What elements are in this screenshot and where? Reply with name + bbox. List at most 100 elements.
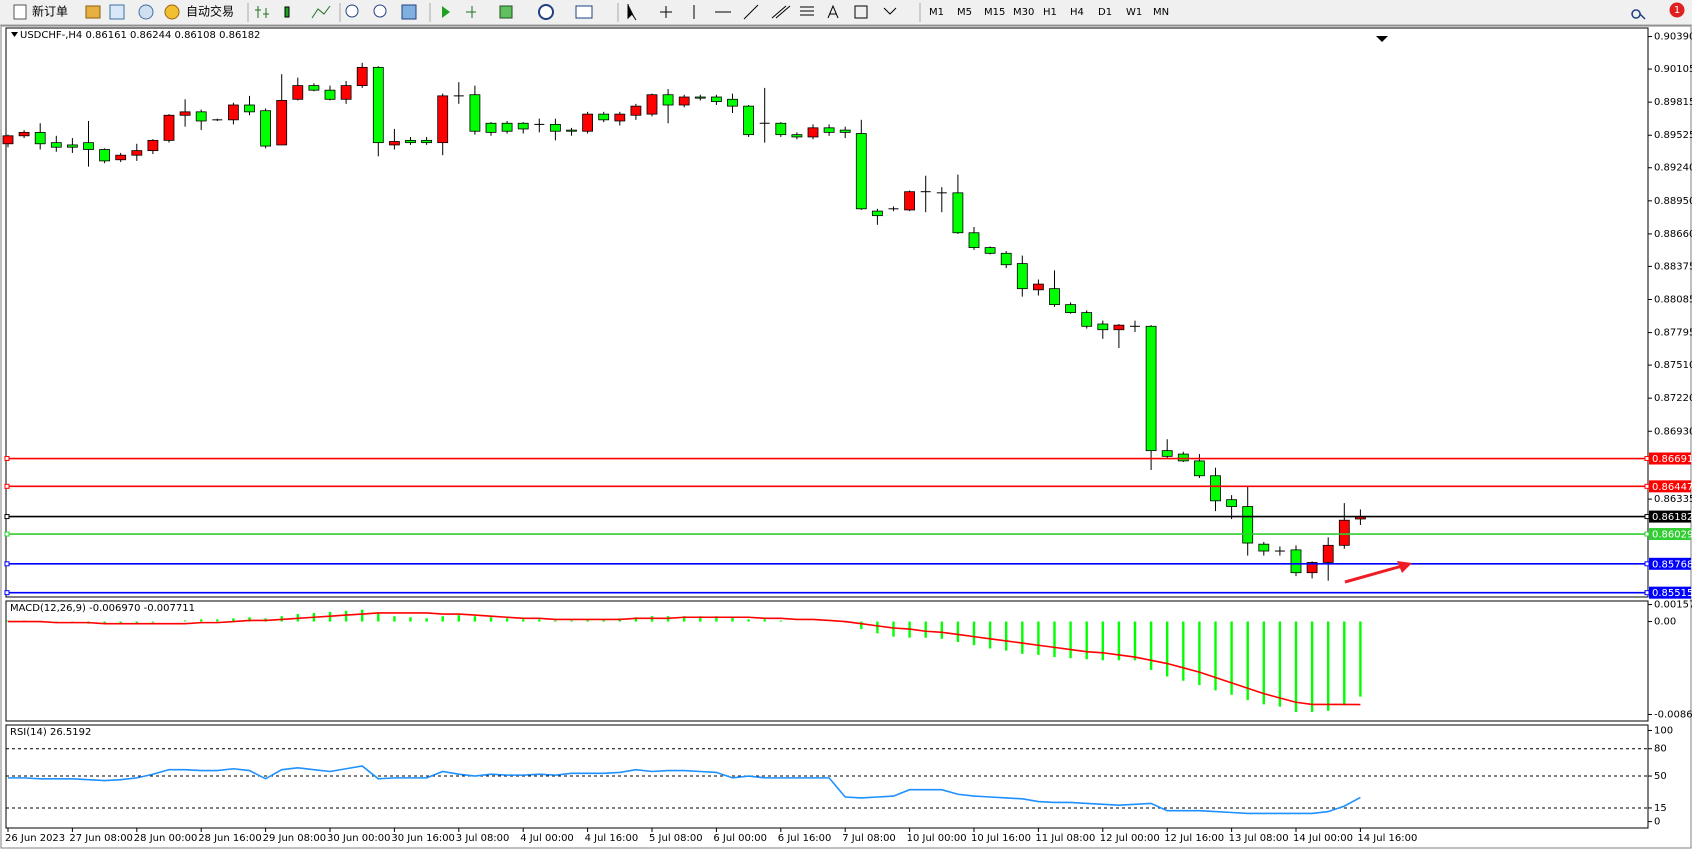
y-tick-label: 0.87510 <box>1654 360 1692 371</box>
timeframe-button[interactable]: M5 <box>957 7 972 18</box>
price-level-label-box <box>1649 528 1691 541</box>
candle-body <box>99 149 110 162</box>
x-tick-label: 10 Jul 00:00 <box>907 833 967 844</box>
candle-body <box>244 104 255 113</box>
channel-icon[interactable] <box>771 5 791 19</box>
x-tick-label: 14 Jul 00:00 <box>1293 833 1353 844</box>
candle-body <box>630 105 642 116</box>
timeframe-button[interactable]: H4 <box>1070 7 1084 18</box>
new-order-icon[interactable] <box>13 4 27 20</box>
candle-body <box>1322 544 1334 563</box>
trendline-icon[interactable] <box>743 4 759 20</box>
candle-body <box>1065 304 1076 314</box>
candle-body <box>308 85 320 91</box>
label-icon[interactable] <box>854 5 868 19</box>
candle-body <box>582 113 593 132</box>
candle-body <box>743 105 754 136</box>
price-level-handle <box>1644 531 1650 537</box>
y-tick-label: 0.88660 <box>1654 229 1692 240</box>
candle-body <box>50 142 62 148</box>
price-level-handle <box>1644 561 1650 567</box>
price-level-handle <box>1644 483 1650 489</box>
crosshair-icon[interactable] <box>660 6 672 18</box>
price-level-handle <box>4 590 10 596</box>
price-level-handle <box>1644 456 1650 462</box>
cursor-icon[interactable] <box>627 4 637 21</box>
candle-body <box>2 135 14 145</box>
x-tick-label: 4 Jul 16:00 <box>585 833 639 844</box>
autoscroll-icon[interactable] <box>442 6 450 18</box>
y-tick-label: 0.87795 <box>1654 328 1692 339</box>
candle-body <box>388 141 400 146</box>
y-tick-label: 0.00 <box>1654 617 1676 628</box>
toolbar-icon[interactable] <box>85 5 101 19</box>
candle-body <box>1145 325 1157 452</box>
x-tick-label: 29 Jun 08:00 <box>263 833 327 844</box>
timeframe-button[interactable]: M30 <box>1013 7 1034 18</box>
bar-chart-icon[interactable] <box>255 6 269 18</box>
toolbar-icon[interactable] <box>109 4 125 20</box>
notification-badge[interactable] <box>1669 2 1685 18</box>
timeframe-button[interactable]: M15 <box>984 7 1005 18</box>
candle-body <box>147 139 159 152</box>
auto-trading-button[interactable]: 自动交易 <box>186 4 234 19</box>
candle-body <box>952 192 964 234</box>
candle-body <box>694 96 706 99</box>
y-tick-label: 0.88085 <box>1654 294 1692 305</box>
price-level-handle <box>4 531 10 537</box>
tile-icon[interactable] <box>401 4 417 20</box>
candle-body <box>711 96 722 102</box>
y-tick-label: 0.90105 <box>1654 64 1692 75</box>
shift-icon[interactable] <box>466 6 476 18</box>
candle-body <box>179 111 191 116</box>
y-tick-label: 0.89525 <box>1654 130 1692 141</box>
line-chart-icon[interactable] <box>311 5 331 19</box>
candle-body <box>904 191 915 211</box>
toolbar-icon[interactable] <box>138 4 154 20</box>
price-level-handle <box>4 514 10 520</box>
x-tick-label: 27 Jun 08:00 <box>69 833 133 844</box>
price-level-label: 0.86691 <box>1652 454 1692 465</box>
candle-icon[interactable] <box>284 6 290 18</box>
fibo-icon[interactable] <box>800 6 814 16</box>
candle-body <box>324 89 336 100</box>
text-icon[interactable] <box>827 4 839 19</box>
price-level-label-box <box>1649 557 1691 570</box>
candle-body <box>678 96 690 106</box>
zoom-out-icon[interactable] <box>373 4 387 18</box>
price-level-label-box <box>1649 452 1691 465</box>
pane-title: MACD(12,26,9) -0.006970 -0.007711 <box>10 603 195 614</box>
y-tick-label: 50 <box>1654 771 1667 782</box>
timeframe-button[interactable]: MN <box>1153 7 1169 18</box>
timeframe-button[interactable]: H1 <box>1043 7 1057 18</box>
candle-body <box>1049 288 1060 306</box>
timeframe-button[interactable]: W1 <box>1126 7 1142 18</box>
templates-icon[interactable] <box>575 5 593 19</box>
x-tick-label: 30 Jun 16:00 <box>391 833 455 844</box>
y-tick-label: 0.87220 <box>1654 393 1692 404</box>
price-level-handle <box>1644 590 1650 596</box>
search-icon[interactable] <box>1631 9 1646 20</box>
indicators-icon[interactable] <box>499 5 513 19</box>
y-tick-label: 80 <box>1654 744 1667 755</box>
zoom-in-icon[interactable] <box>345 4 359 18</box>
candle-body <box>598 113 610 121</box>
timeframe-button[interactable]: M1 <box>929 7 944 18</box>
auto-trading-icon[interactable] <box>164 4 180 20</box>
new-order-button[interactable]: 新订单 <box>32 4 68 19</box>
arrows-icon[interactable] <box>883 7 897 15</box>
periods-icon[interactable] <box>538 4 554 20</box>
timeframe-button[interactable]: D1 <box>1098 7 1112 18</box>
x-tick-label: 13 Jul 08:00 <box>1229 833 1289 844</box>
candle-body <box>421 139 433 144</box>
candle-body <box>501 122 513 132</box>
y-tick-label: 0.90390 <box>1654 32 1692 43</box>
price-level-handle <box>4 561 10 567</box>
pane-frame <box>5 600 1649 722</box>
candle-body <box>872 210 883 217</box>
chart-window-frame <box>0 25 1692 849</box>
price-level-label: 0.86182 <box>1652 512 1692 523</box>
chart-area: 0.90390 0.90105 0.89815 0.89525 0.89240 0.889… <box>2 27 1692 844</box>
